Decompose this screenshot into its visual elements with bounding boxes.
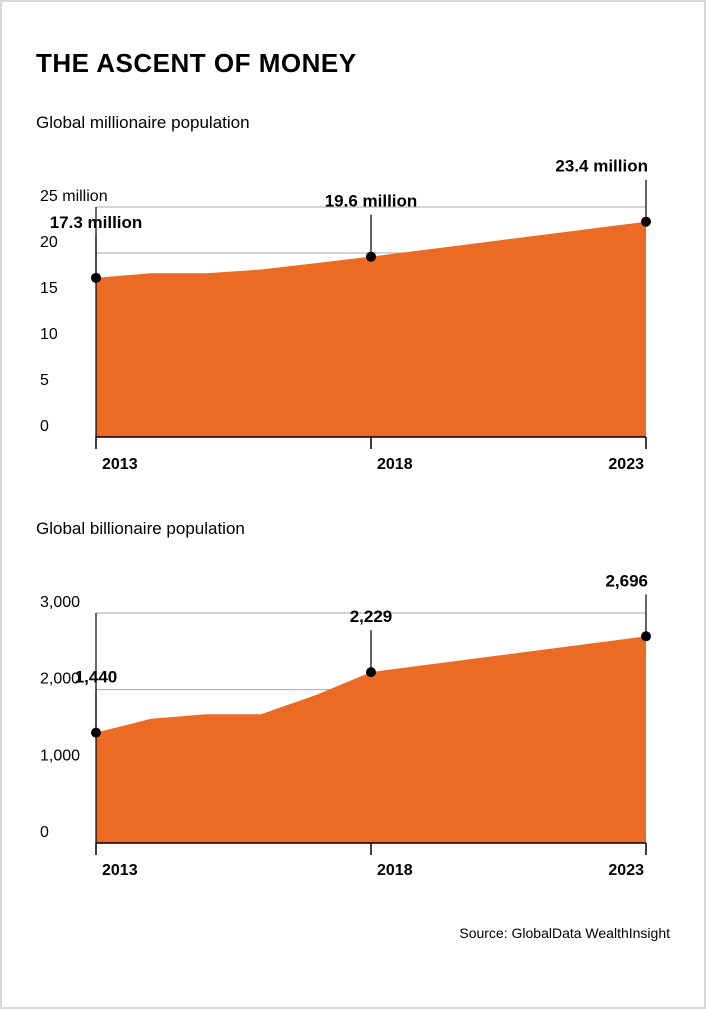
charts-host: Global millionaire population 0 5 10 15 20 25 … — [36, 113, 670, 903]
x-tick-label: 2023 — [608, 456, 644, 473]
data-marker — [366, 252, 376, 262]
source-label: Source: GlobalData WealthInsight — [36, 925, 670, 941]
y-tick-label: 15 — [40, 280, 58, 297]
y-tick-label: 0 — [40, 418, 49, 435]
x-tick-label: 2018 — [377, 862, 413, 879]
chart-main-title: THE ASCENT OF MONEY — [36, 48, 670, 79]
callout-label: 2,229 — [350, 607, 393, 626]
data-marker — [91, 728, 101, 738]
y-tick-label: 5 — [40, 372, 49, 389]
y-tick-label: 20 — [40, 234, 58, 251]
chart-block: Global billionaire population01,0002,000… — [36, 519, 670, 903]
data-marker — [641, 217, 651, 227]
x-tick-label: 2013 — [102, 456, 138, 473]
callout-label: 2,696 — [605, 571, 648, 590]
chart-block: Global millionaire population 0 5 10 15 20 25 … — [36, 113, 670, 497]
data-marker — [91, 273, 101, 283]
chart-svg: 01,0002,0003,0002013201820231,4402,2292,… — [36, 543, 666, 903]
callout-label: 1,440 — [75, 668, 118, 687]
y-tick-label: 1,000 — [40, 747, 80, 764]
callout-label: 19.6 million — [325, 192, 418, 211]
chart-subtitle: Global millionaire population — [36, 113, 670, 133]
data-marker — [366, 667, 376, 677]
page-container: THE ASCENT OF MONEY Global millionaire p… — [0, 0, 706, 1009]
y-tick-label: 25 million — [40, 188, 108, 205]
y-tick-label: 10 — [40, 326, 58, 343]
data-marker — [641, 631, 651, 641]
x-tick-label: 2023 — [608, 862, 644, 879]
x-tick-label: 2018 — [377, 456, 413, 473]
callout-label: 23.4 million — [555, 157, 648, 176]
chart-svg: 0 5 10 15 20 25 million 2013 2018 2023 17.3 milli… — [36, 137, 666, 497]
y-tick-label: 0 — [40, 824, 49, 841]
callout-label: 17.3 million — [50, 213, 143, 232]
y-tick-label: 3,000 — [40, 594, 80, 611]
chart-subtitle: Global billionaire population — [36, 519, 670, 539]
x-tick-label: 2013 — [102, 862, 138, 879]
